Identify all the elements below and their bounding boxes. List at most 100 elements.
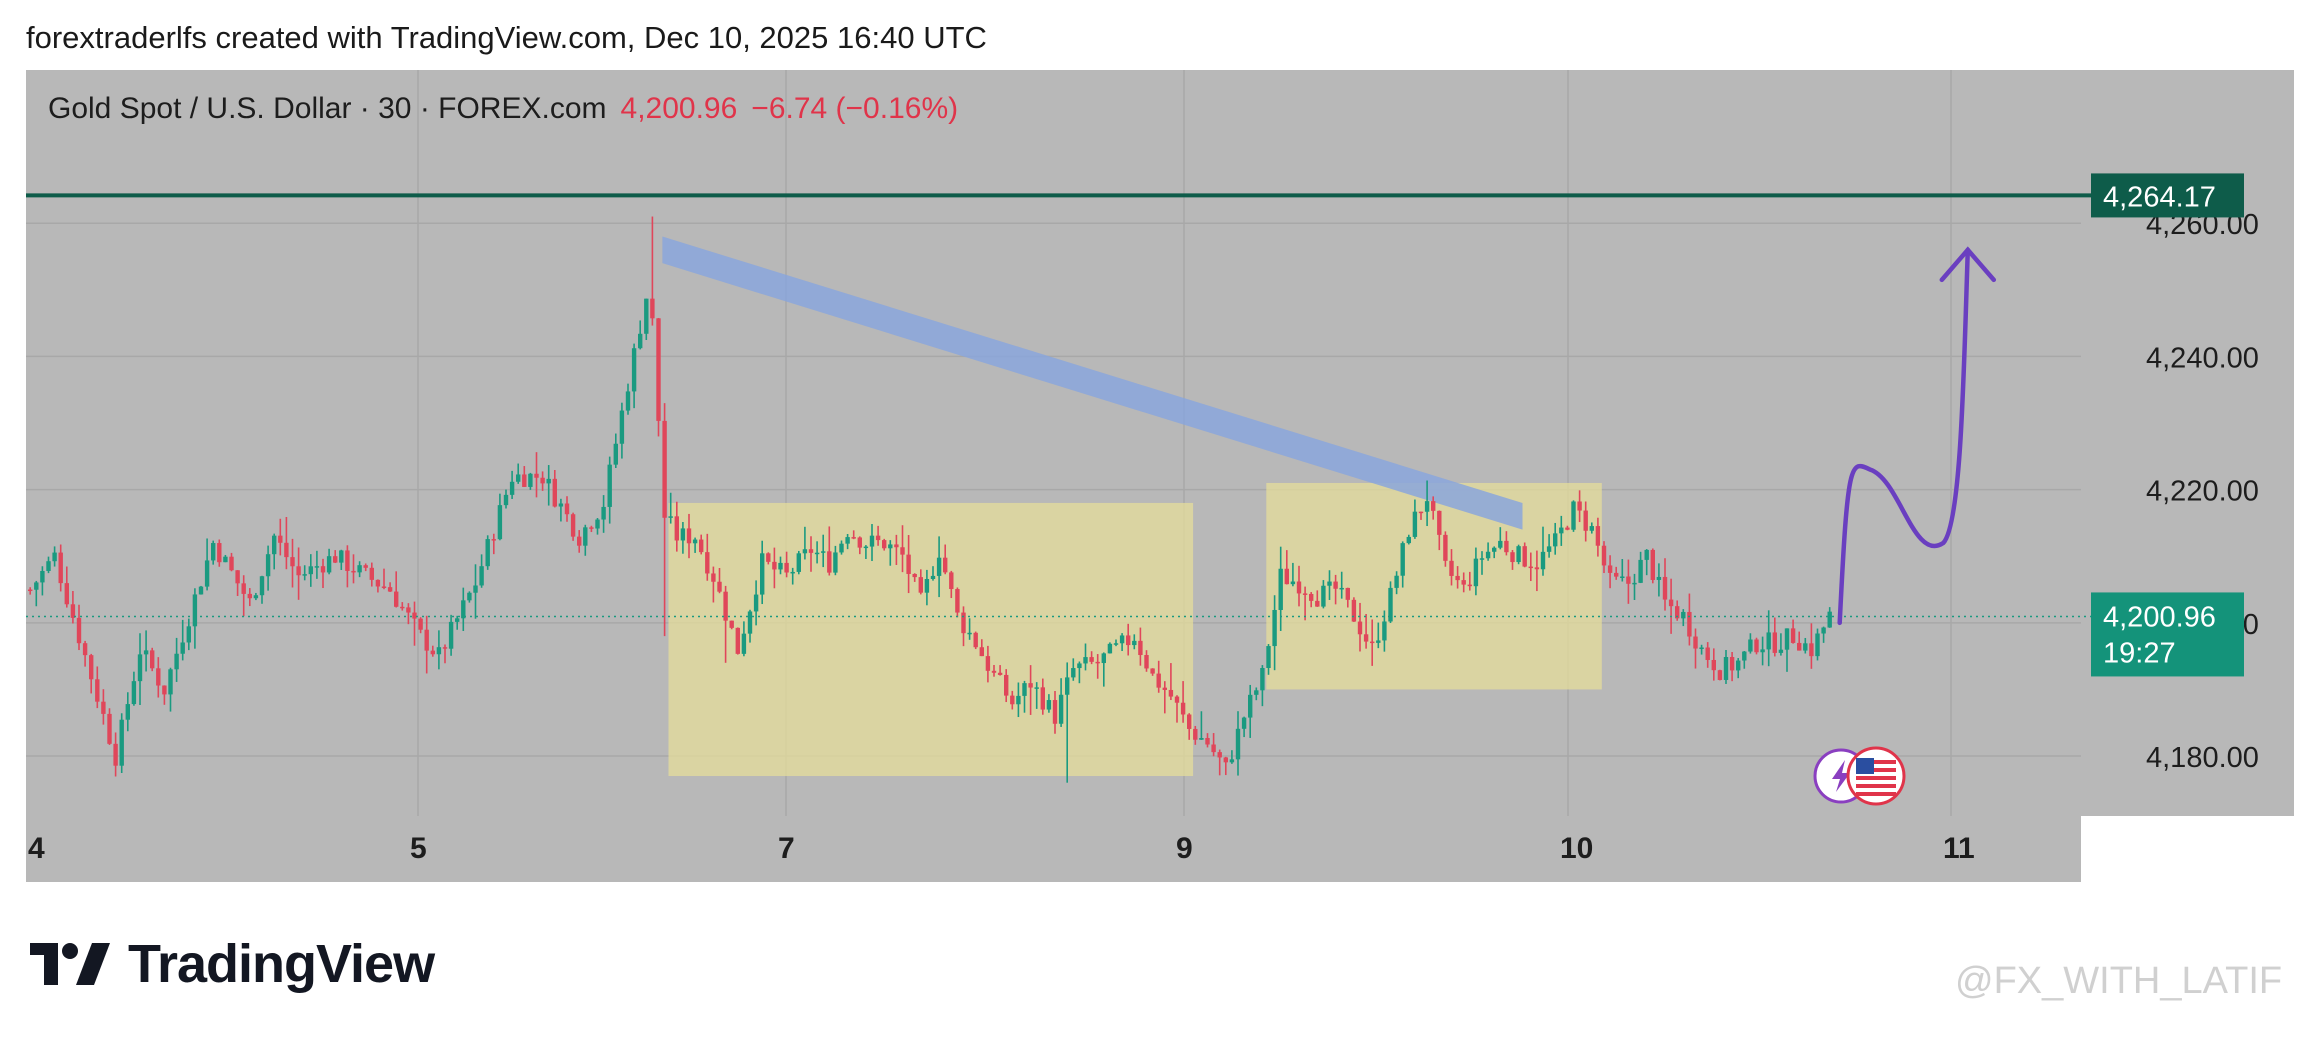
candle-body [827,551,832,573]
consolidation-zone[interactable] [1266,482,1602,690]
candle-body [985,656,991,671]
candle-body [1168,689,1174,697]
trend-channel-band[interactable] [662,236,1523,530]
candle-body [1113,643,1119,645]
projection-path[interactable] [1837,247,1971,626]
candle-body [1162,687,1167,690]
candle-body [1083,657,1088,664]
bar-countdown-label: 19:27 [2103,637,2176,669]
candle-body [973,632,978,648]
candle-body [882,540,887,549]
candle-body [64,583,69,605]
candle-body [991,670,997,673]
candle-body [1681,611,1686,619]
candle-body [1553,533,1558,547]
candle-body [82,643,88,656]
candle-body [400,606,405,609]
candle-body [546,478,551,484]
x-tick-label: 7 [778,832,795,865]
price-chart[interactable]: 4,180.004,200.004,220.004,240.004,260.00… [26,70,2294,882]
candle-body [1485,551,1491,559]
candle-body [1595,526,1601,546]
candle-body [314,566,320,568]
consolidation-zone[interactable] [668,502,1194,777]
candle-body [1797,642,1802,651]
candle-body [1449,560,1454,576]
candle-body [278,535,283,543]
candle-body [253,595,259,599]
candle-body [851,537,856,539]
candle-body [1498,540,1503,548]
candle-body [1394,575,1399,588]
candle-body [1028,683,1033,688]
candle-body [936,557,942,576]
tradingview-logo[interactable]: TradingView [30,932,435,996]
candle-body [863,546,869,549]
candle-body [1455,575,1460,581]
chart-panel[interactable]: 4,180.004,200.004,220.004,240.004,260.00… [26,70,2294,882]
candle-body [1693,636,1698,649]
candle-body [1187,714,1192,729]
candle-body [1376,640,1381,643]
candle-body [625,391,631,411]
candle-body [131,681,137,705]
candle-body [1229,759,1235,763]
candle-body [89,655,94,680]
candle-body [839,543,844,553]
candle-body [223,556,228,563]
x-tick-label: 10 [1560,832,1593,865]
candle-body [979,647,984,657]
candle-body [363,565,368,568]
candle-body [631,348,637,392]
candle-body [1132,640,1137,646]
candle-body [997,672,1003,675]
candle-body [308,566,313,575]
candle-body [302,574,307,576]
candle-body [1528,566,1533,569]
candle-body [894,544,899,548]
candle-body [290,557,295,567]
candle-body [766,553,771,562]
candle-body [577,536,582,546]
candle-body [95,679,100,702]
candle-body [943,557,948,573]
candle-body [259,576,265,596]
candle-body [674,516,679,541]
candle-body [1101,653,1106,664]
candle-body [1632,582,1637,585]
candle-body [1644,549,1649,560]
candle-body [1357,621,1363,635]
candle-body [808,549,814,553]
candle-body [711,573,716,582]
candle-body [1272,609,1277,647]
candle-body [1278,568,1283,610]
candle-body [668,516,673,518]
candle-body [1650,549,1655,580]
candle-body [442,647,448,649]
candle-body [1675,606,1680,619]
candle-body [204,560,210,587]
candle-body [1309,593,1314,601]
candle-body [1071,668,1076,678]
candle-body [1095,661,1100,664]
candle-body [1382,621,1387,641]
candle-body [1736,660,1741,671]
candle-body [1327,581,1332,586]
candle-body [107,713,112,744]
candle-body [137,654,143,682]
candle-body [869,535,875,547]
candle-body [558,503,564,507]
candle-body [1827,611,1832,628]
candle-body [1211,744,1216,753]
candle-body [46,561,51,571]
candle-body [1601,545,1607,566]
candle-body [1406,536,1411,544]
candle-body [320,566,326,573]
candle-body [1577,501,1582,511]
candle-body [101,701,106,714]
projection-arrowhead [1939,246,1997,283]
candle-body [424,629,429,651]
candle-body [760,553,765,595]
candle-body [412,612,417,619]
y-tick-label: 4,220.00 [2146,476,2259,508]
